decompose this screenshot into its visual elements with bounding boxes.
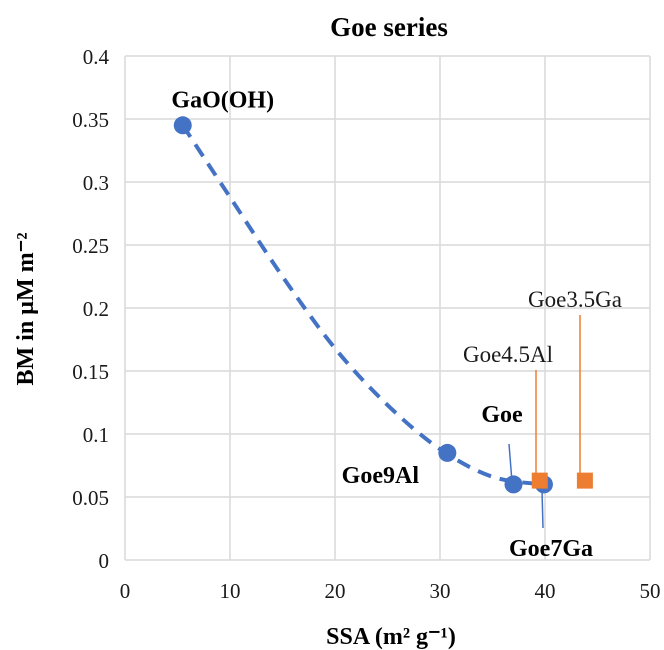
y-tick-label: 0.15 <box>72 360 109 384</box>
leader-lines <box>508 315 581 529</box>
y-tick-label: 0.2 <box>83 297 109 321</box>
trendline <box>181 124 545 487</box>
data-label-gao-oh: GaO(OH) <box>171 87 274 113</box>
data-point-goe9al <box>438 443 457 462</box>
x-tick-label: 50 <box>640 579 661 603</box>
data-label-goe4-5al: Goe4.5Al <box>463 342 553 367</box>
y-tick-label: 0.1 <box>83 423 109 447</box>
data-label-goe7ga: Goe7Ga <box>509 536 593 562</box>
trendline-layer <box>181 124 545 487</box>
x-tick-label: 40 <box>535 579 556 603</box>
data-points <box>173 116 593 494</box>
x-tick-label: 10 <box>220 579 241 603</box>
tick-labels: 0 0.05 0.1 0.15 0.2 0.25 0.3 0.35 0.4 0 10 20 30 40 50 <box>72 45 660 603</box>
y-tick-label: 0.4 <box>83 45 110 69</box>
data-point-gao-oh <box>173 116 192 135</box>
y-axis-title: BM in µM m⁻² <box>13 232 39 385</box>
x-axis-title: SSA (m² g⁻¹) <box>326 624 456 650</box>
x-tick-label: 0 <box>120 579 131 603</box>
y-tick-label: 0.35 <box>72 108 109 132</box>
x-tick-label: 20 <box>325 579 346 603</box>
data-label-goe9al: Goe9Al <box>342 463 420 489</box>
y-tick-label: 0.3 <box>83 171 109 195</box>
leader-line-goe7ga <box>541 489 544 529</box>
data-label-goe3-5ga: Goe3.5Ga <box>528 287 622 312</box>
data-point-goe4-5al <box>531 472 548 489</box>
chart-title: Goe series <box>330 12 448 42</box>
y-tick-label: 0.25 <box>72 234 109 258</box>
data-labels: GaO(OH) Goe9Al Goe Goe7Ga Goe4.5Al Goe3.5Ga <box>171 87 622 562</box>
y-tick-label: 0 <box>99 549 110 573</box>
data-label-goe: Goe <box>481 402 523 428</box>
data-point-goe <box>504 475 523 494</box>
x-tick-label: 30 <box>430 579 451 603</box>
data-point-goe3-5ga <box>576 472 593 489</box>
y-tick-label: 0.05 <box>72 486 109 510</box>
